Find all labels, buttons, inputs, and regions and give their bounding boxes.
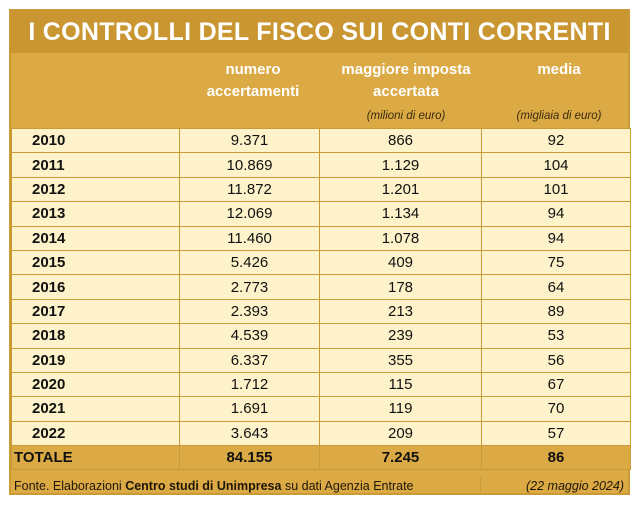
total-media: 86 [481,445,631,471]
numero-cell: 1.712 [179,371,320,398]
footer-source-prefix: Fonte. Elaborazioni [14,479,126,493]
media-cell: 89 [481,298,631,325]
table-row: 2016 2.773 178 64 [11,274,631,300]
media-cell: 64 [481,274,631,300]
media-cell: 94 [481,201,631,227]
total-label: TOTALE [11,445,180,471]
header-numero-line1: numero [225,61,281,78]
imposta-cell: 355 [319,347,482,373]
table-row: 2017 2.393 213 89 [11,298,631,325]
footer-source-bold: Centro studi di Unimpresa [125,479,282,493]
media-cell: 67 [481,371,631,398]
table-row: 2013 12.069 1.134 94 [11,201,631,227]
imposta-cell: 1.078 [319,225,482,251]
imposta-cell: 178 [319,274,482,300]
table-row: 2020 1.712 115 67 [11,371,631,398]
table-title: I CONTROLLI DEL FISCO SUI CONTI CORRENTI [11,11,628,53]
header-media: media [489,59,629,81]
imposta-cell: 239 [319,323,482,349]
imposta-cell: 119 [319,396,482,422]
table-row: 2022 3.643 209 57 [11,420,631,447]
imposta-cell: 1.201 [319,176,482,203]
table-row: 2012 11.872 1.201 101 [11,176,631,203]
numero-cell: 2.393 [179,298,320,325]
imposta-cell: 866 [319,127,482,154]
footer-source-suffix: su dati Agenzia Entrate [281,479,414,493]
footer: Fonte. Elaborazioni Centro studi di Unim… [11,477,628,495]
year-cell: 2018 [11,323,180,349]
table-frame: I CONTROLLI DEL FISCO SUI CONTI CORRENTI… [9,9,631,495]
numero-cell: 11.872 [179,176,320,203]
year-cell: 2011 [11,152,180,178]
media-cell: 94 [481,225,631,251]
imposta-cell: 1.134 [319,201,482,227]
media-cell: 57 [481,420,631,447]
unit-imposta: (milioni di euro) [366,110,446,122]
header-media-line1: media [537,61,581,78]
year-cell: 2020 [11,371,180,398]
table-row: 2014 11.460 1.078 94 [11,225,631,251]
numero-cell: 4.539 [179,323,320,349]
year-cell: 2021 [11,396,180,422]
numero-cell: 2.773 [179,274,320,300]
year-cell: 2022 [11,420,180,447]
imposta-cell: 409 [319,249,482,276]
media-cell: 75 [481,249,631,276]
media-cell: 92 [481,127,631,154]
total-row: TOTALE 84.155 7.245 86 [11,445,631,471]
imposta-cell: 1.129 [319,152,482,178]
numero-cell: 9.371 [179,127,320,154]
total-numero: 84.155 [179,445,320,471]
header-numero: numero accertamenti [183,59,323,103]
numero-cell: 6.337 [179,347,320,373]
header-imposta: maggiore imposta accertata [326,59,486,103]
footer-date: (22 maggio 2024) [526,479,624,493]
footer-separator [480,477,481,495]
numero-cell: 10.869 [179,152,320,178]
table-row: 2021 1.691 119 70 [11,396,631,422]
media-cell: 70 [481,396,631,422]
table-row: 2019 6.337 355 56 [11,347,631,373]
footer-source: Fonte. Elaborazioni Centro studi di Unim… [14,477,414,495]
numero-cell: 1.691 [179,396,320,422]
year-cell: 2017 [11,298,180,325]
media-cell: 104 [481,152,631,178]
table-row: 2010 9.371 866 92 [11,127,631,154]
year-cell: 2014 [11,225,180,251]
year-cell: 2019 [11,347,180,373]
year-cell: 2010 [11,127,180,154]
year-cell: 2012 [11,176,180,203]
data-table: 2010 9.371 866 92 2011 10.869 1.129 104 2012 11.8… [11,127,631,471]
year-cell: 2013 [11,201,180,227]
media-cell: 101 [481,176,631,203]
year-cell: 2016 [11,274,180,300]
media-cell: 56 [481,347,631,373]
header-imposta-line1: maggiore imposta [341,61,471,78]
year-cell: 2015 [11,249,180,276]
numero-cell: 11.460 [179,225,320,251]
imposta-cell: 209 [319,420,482,447]
imposta-cell: 213 [319,298,482,325]
numero-cell: 3.643 [179,420,320,447]
header-numero-line2: accertamenti [206,83,300,100]
header-imposta-line2: accertata [373,83,439,100]
imposta-cell: 115 [319,371,482,398]
table-row: 2018 4.539 239 53 [11,323,631,349]
table-row: 2011 10.869 1.129 104 [11,152,631,178]
table-row: 2015 5.426 409 75 [11,249,631,276]
unit-media: (migliaia di euro) [516,110,602,122]
media-cell: 53 [481,323,631,349]
numero-cell: 5.426 [179,249,320,276]
numero-cell: 12.069 [179,201,320,227]
total-imposta: 7.245 [319,445,482,471]
